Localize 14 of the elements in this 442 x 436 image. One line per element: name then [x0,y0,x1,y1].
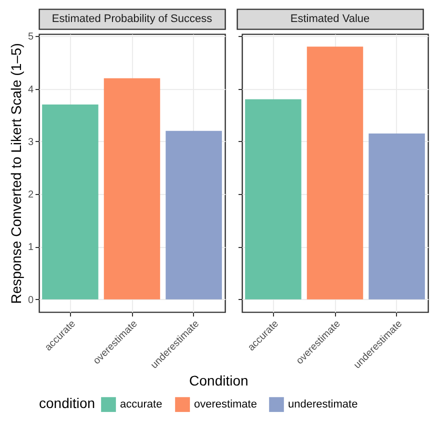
y-axis-title: Response Converted to Likert Scale (1–5) [8,43,24,304]
chart-title: Estimated Value [290,13,370,25]
legend-title: condition [39,395,96,411]
y-tick-label: 4 [28,84,34,96]
legend-label: overestimate [194,398,257,411]
y-tick-label: 0 [28,294,34,306]
chart-title: Estimated Probability of Success [52,13,213,25]
legend-label: underestimate [288,398,358,411]
y-tick-label: 5 [28,32,34,43]
y-tick-label: 2 [28,190,34,201]
legend-label: accurate [120,398,162,411]
y-tick-label: 3 [28,136,34,148]
y-tick-label: 1 [28,242,34,254]
x-axis-title: Condition [189,372,248,388]
